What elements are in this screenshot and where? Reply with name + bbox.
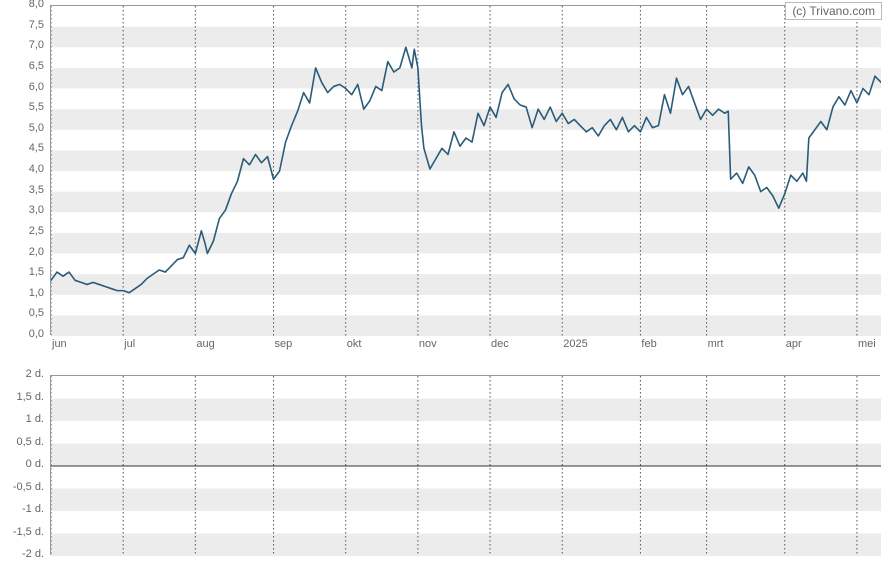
y-tick-label: 3,5 <box>0 184 44 196</box>
y-tick-label: 7,5 <box>0 19 44 31</box>
y-tick-label: 2,0 <box>0 246 44 258</box>
y-tick-label: 0,5 <box>0 307 44 319</box>
x-tick-label: apr <box>786 338 802 350</box>
y-tick-label: 2 d. <box>0 368 44 380</box>
y-tick-label: -1,5 d. <box>0 526 44 538</box>
chart-container: (c) Trivano.com 0,0 0,5 1,0 1,5 2,0 2,5 3,0 3,5… <box>0 0 888 565</box>
x-tick-label: okt <box>347 338 362 350</box>
y-tick-label: 2,5 <box>0 225 44 237</box>
y-tick-label: 8,0 <box>0 0 44 10</box>
x-tick-label: 2025 <box>563 338 587 350</box>
y-tick-label: 0,5 d. <box>0 436 44 448</box>
y-tick-label: 6,5 <box>0 60 44 72</box>
watermark: (c) Trivano.com <box>785 2 882 20</box>
lower-panel <box>50 375 880 555</box>
x-tick-label: jul <box>124 338 135 350</box>
lower-chart-svg <box>51 376 881 556</box>
price-chart-svg <box>51 6 881 336</box>
y-tick-label: 3,0 <box>0 204 44 216</box>
x-tick-label: sep <box>275 338 293 350</box>
x-tick-label: mei <box>858 338 876 350</box>
y-tick-label: 4,0 <box>0 163 44 175</box>
y-tick-label: 5,0 <box>0 122 44 134</box>
x-tick-label: feb <box>641 338 656 350</box>
x-tick-label: nov <box>419 338 437 350</box>
y-tick-label: 1,0 <box>0 287 44 299</box>
y-tick-label: 1,5 d. <box>0 391 44 403</box>
x-tick-label: aug <box>196 338 214 350</box>
x-tick-label: mrt <box>708 338 724 350</box>
x-tick-label: dec <box>491 338 509 350</box>
y-tick-label: 4,5 <box>0 142 44 154</box>
x-tick-label: jun <box>52 338 67 350</box>
y-tick-label: 1 d. <box>0 413 44 425</box>
y-tick-label: 7,0 <box>0 39 44 51</box>
y-tick-label: 0,0 <box>0 328 44 340</box>
y-tick-label: -1 d. <box>0 503 44 515</box>
price-panel <box>50 5 880 335</box>
y-tick-label: 0 d. <box>0 458 44 470</box>
y-tick-label: 5,5 <box>0 101 44 113</box>
y-tick-label: 1,5 <box>0 266 44 278</box>
y-tick-label: -0,5 d. <box>0 481 44 493</box>
y-tick-label: -2 d. <box>0 548 44 560</box>
y-tick-label: 6,0 <box>0 81 44 93</box>
